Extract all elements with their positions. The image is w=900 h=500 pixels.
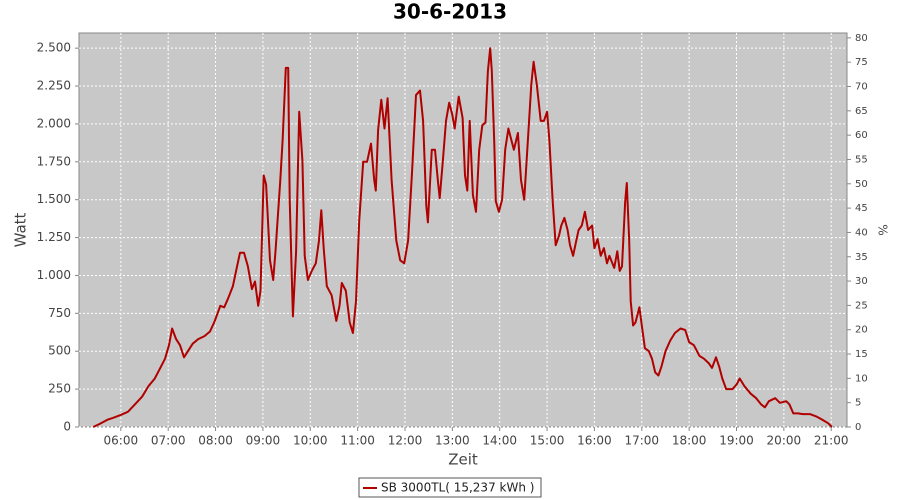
y-axis-label: Watt	[12, 212, 30, 247]
x-tick-label: 21:00	[814, 434, 849, 448]
y2-tick-label: 5	[855, 398, 861, 409]
x-tick-label: 09:00	[246, 434, 281, 448]
y2-tick-label: 25	[855, 300, 868, 311]
y2-axis-label: %	[876, 224, 890, 235]
x-tick-label: 11:00	[340, 434, 375, 448]
y2-tick-label: 45	[855, 203, 868, 214]
x-tick-label: 14:00	[482, 434, 517, 448]
legend	[358, 477, 542, 498]
y2-tick-label: 60	[855, 130, 868, 141]
y-tick-label: 1.250	[37, 230, 71, 244]
y2-tick-label: 70	[855, 82, 868, 93]
x-tick-label: 12:00	[388, 434, 423, 448]
x-tick-label: 13:00	[435, 434, 470, 448]
chart-title: 30-6-2013	[393, 0, 507, 24]
y2-tick-label: 10	[855, 373, 868, 384]
x-tick-label: 19:00	[719, 434, 754, 448]
y-tick-label: 1.750	[37, 154, 71, 168]
data-line	[92, 47, 833, 428]
y2-tick-label: 65	[855, 106, 868, 117]
y2-tick-label: 0	[855, 422, 861, 433]
y-tick-label: 2.000	[37, 116, 71, 130]
y2-tick-label: 15	[855, 349, 868, 360]
y-tick-label: 250	[48, 382, 71, 396]
y-tick-label: 500	[48, 344, 71, 358]
x-tick-label: 07:00	[151, 434, 186, 448]
legend-label: SB 3000TL( 15,237 kWh )	[381, 481, 534, 495]
y-tick-label: 2.250	[37, 79, 71, 93]
y2-tick-label: 20	[855, 325, 868, 336]
y2-tick-label: 80	[855, 33, 868, 44]
plot-area	[78, 32, 848, 428]
x-tick-label: 10:00	[293, 434, 328, 448]
x-tick-label: 06:00	[104, 434, 139, 448]
y-tick-label: 2.500	[37, 41, 71, 55]
x-tick-label: 15:00	[530, 434, 565, 448]
x-tick-label: 20:00	[767, 434, 802, 448]
y2-tick-label: 75	[855, 57, 868, 68]
y2-tick-label: 40	[855, 227, 868, 238]
y2-tick-label: 55	[855, 154, 868, 165]
y2-tick-label: 50	[855, 179, 868, 190]
y-tick-label: 1.500	[37, 192, 71, 206]
x-tick-label: 18:00	[672, 434, 707, 448]
x-axis-label: Zeit	[448, 451, 478, 469]
x-tick-label: 08:00	[198, 434, 233, 448]
x-tick-label: 16:00	[577, 434, 612, 448]
x-tick-label: 17:00	[624, 434, 659, 448]
y-tick-label: 1.000	[37, 268, 71, 282]
y-tick-label: 0	[63, 420, 71, 434]
y2-tick-label: 30	[855, 276, 868, 287]
y2-tick-label: 35	[855, 252, 868, 263]
y-tick-label: 750	[48, 306, 71, 320]
